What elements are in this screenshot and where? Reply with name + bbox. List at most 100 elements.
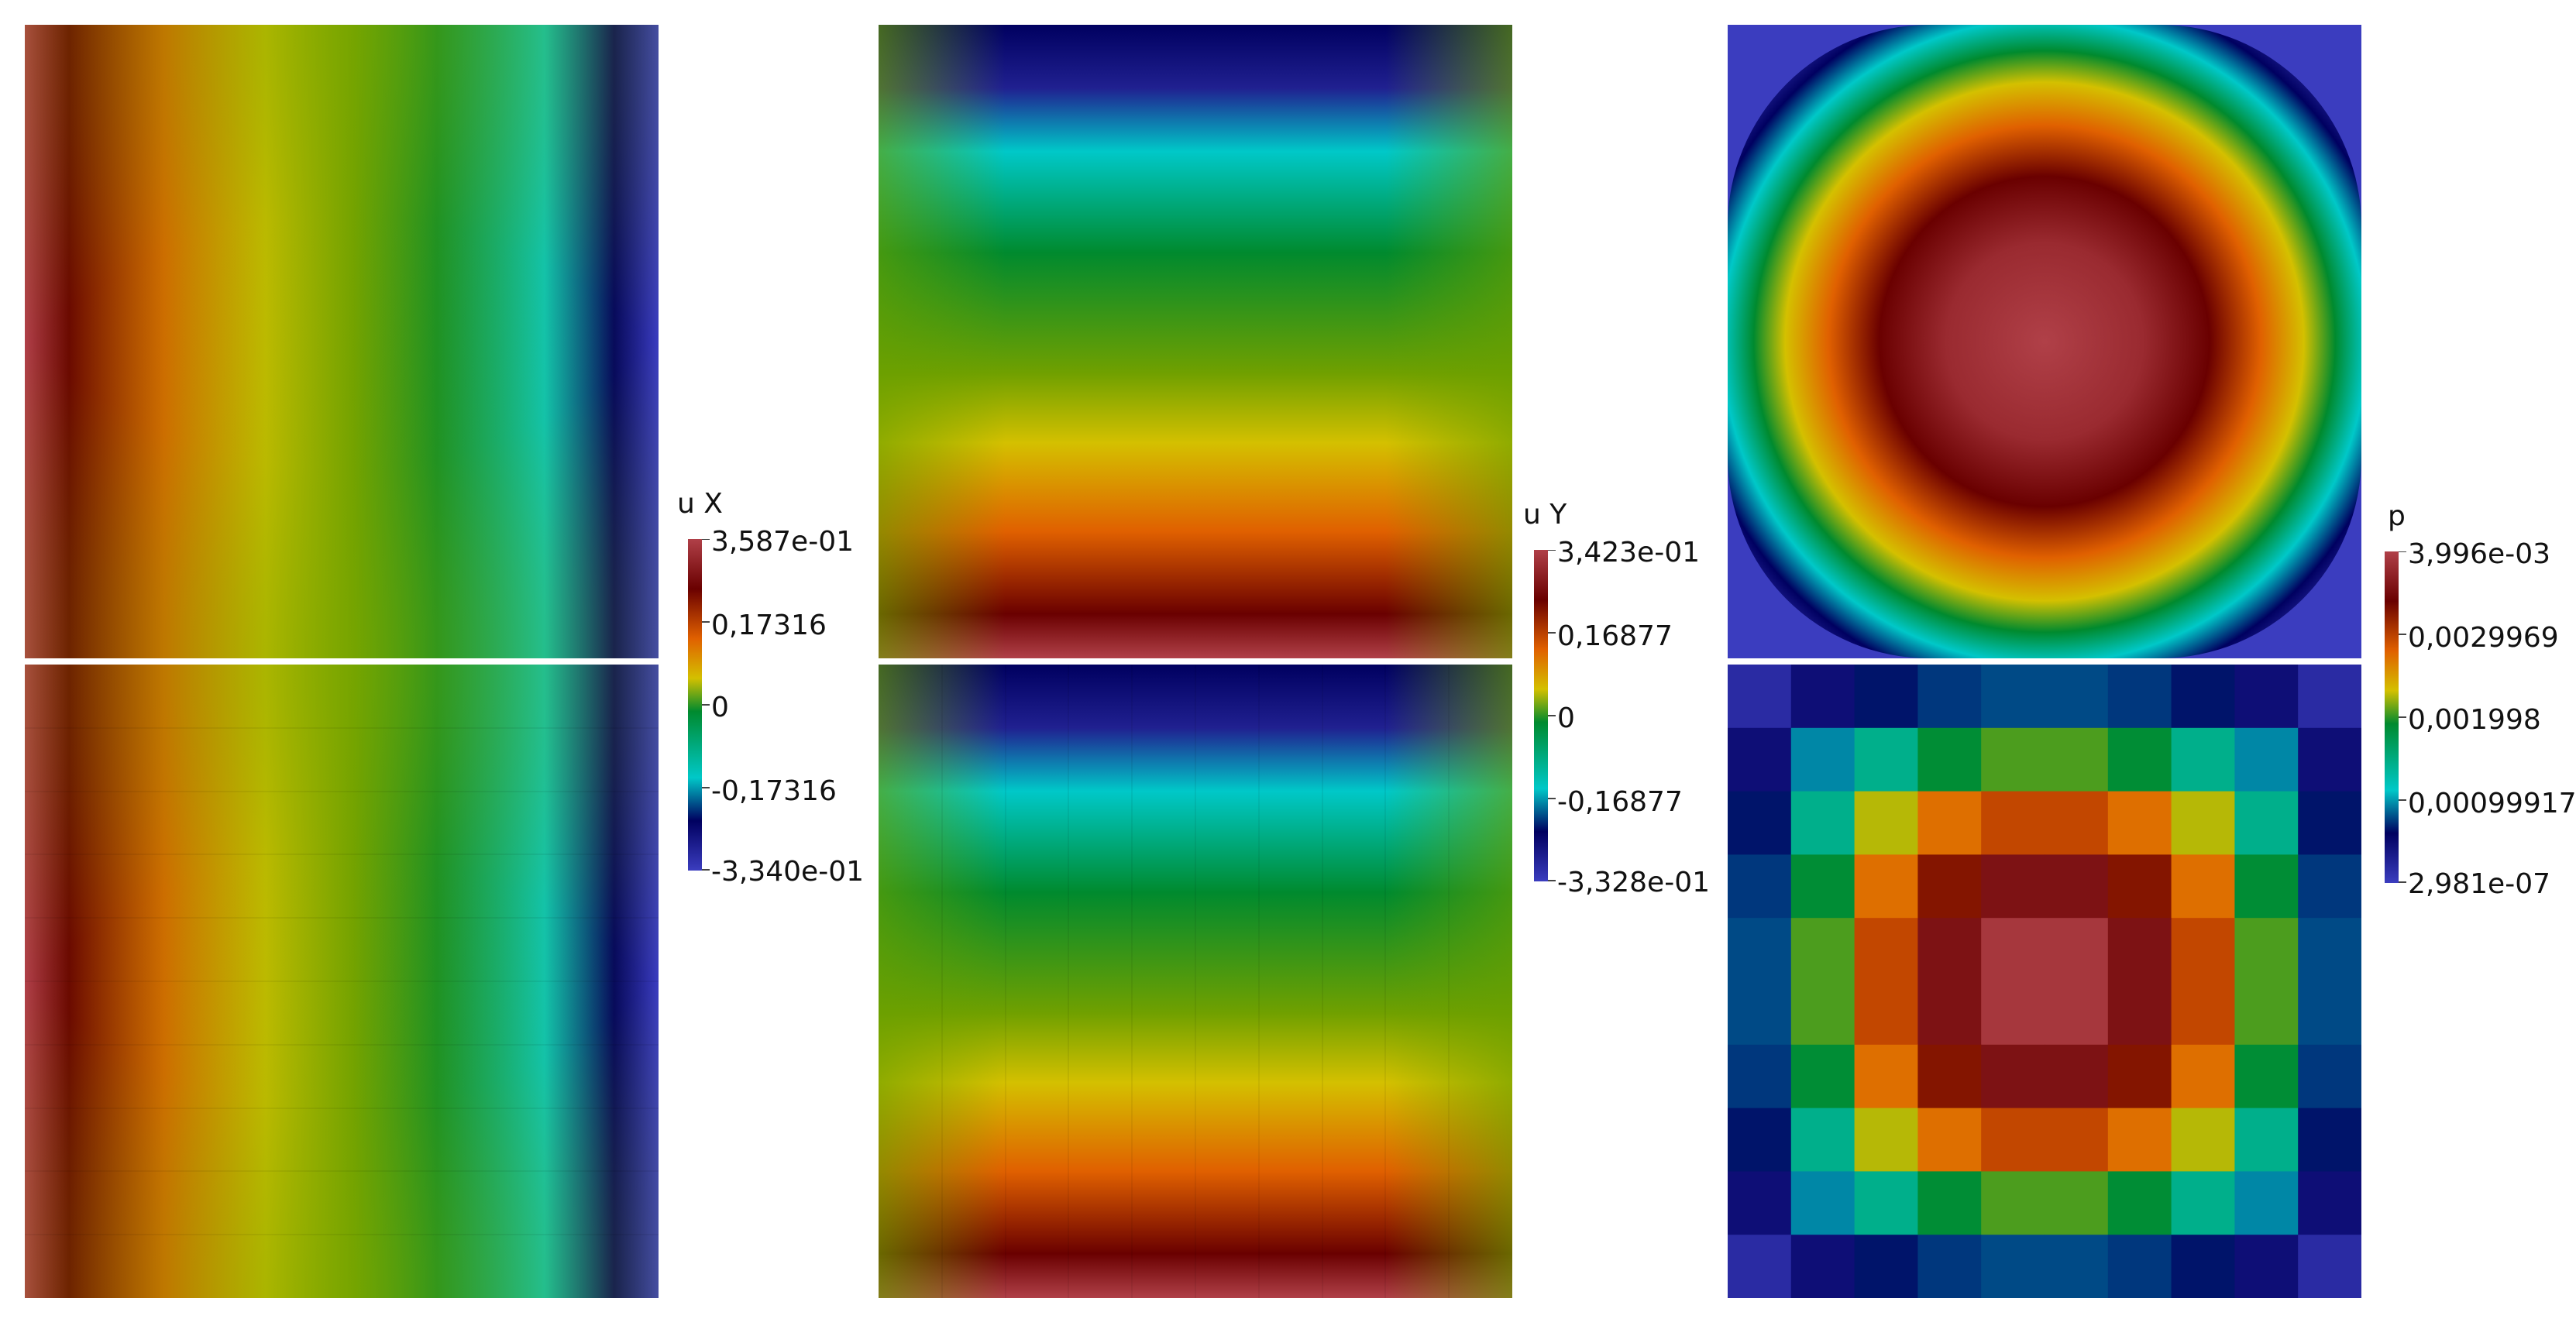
p-grid-cell	[2234, 854, 2299, 919]
p-grid-cell	[1728, 981, 1792, 1046]
p-grid-cell	[2045, 854, 2109, 919]
p-grid-cell	[2107, 918, 2172, 982]
p-grid-cell	[1981, 918, 2045, 982]
p-colorbar-label-3: 0,001998	[2408, 704, 2541, 736]
p-colorbar: p 3,996e-03 0,0029969 0,001998 0,0009991…	[2372, 500, 2576, 898]
p-grid-cell	[2298, 1044, 2361, 1109]
p-bottom-cell-grid	[1728, 665, 2361, 1298]
p-grid-cell	[2298, 854, 2361, 919]
uy-colorbar-label-4: -0,16877	[1557, 786, 1683, 818]
p-grid-cell	[1917, 665, 1982, 729]
p-grid-cell	[2045, 727, 2109, 792]
p-grid-cell	[2107, 791, 2172, 855]
ux-colorbar-label-4: -0,17316	[711, 775, 837, 807]
p-grid-cell	[1917, 1171, 1982, 1235]
p-grid-cell	[1981, 854, 2045, 919]
p-grid-cell	[1917, 981, 1982, 1046]
uy-colorbar-label-3: 0	[1557, 702, 1575, 734]
ux-bottom-field	[25, 665, 659, 1298]
p-bottom-panel	[1728, 665, 2361, 1298]
p-grid-cell	[1790, 791, 1855, 855]
p-grid-cell	[2171, 727, 2235, 792]
p-grid-cell	[1981, 1108, 2045, 1172]
ux-colorbar-bar	[688, 539, 710, 871]
ux-top-field	[25, 25, 659, 658]
p-grid-cell	[2234, 727, 2299, 792]
p-grid-cell	[1854, 854, 1918, 919]
uy-colorbar-label-2: 0,16877	[1557, 620, 1673, 652]
p-grid-cell	[1728, 791, 1792, 855]
p-grid-cell	[1854, 665, 1918, 729]
p-grid-cell	[1728, 727, 1792, 792]
p-grid-cell	[2171, 1044, 2235, 1109]
p-colorbar-label-max: 3,996e-03	[2408, 538, 2551, 570]
p-grid-cell	[1728, 918, 1792, 982]
p-grid-cell	[2045, 1171, 2109, 1235]
p-grid-cell	[2171, 1108, 2235, 1172]
p-grid-cell	[2234, 1171, 2299, 1235]
ux-top-panel	[25, 25, 659, 658]
p-grid-cell	[1728, 665, 1792, 729]
p-grid-cell	[1728, 854, 1792, 919]
p-grid-cell	[1917, 1044, 1982, 1109]
p-grid-cell	[2234, 1044, 2299, 1109]
p-grid-cell	[1790, 727, 1855, 792]
uy-top-field	[879, 25, 1512, 658]
p-grid-cell	[2234, 1108, 2299, 1172]
p-grid-cell	[1854, 791, 1918, 855]
p-grid-cell	[1790, 1044, 1855, 1109]
p-grid-cell	[1854, 918, 1918, 982]
p-colorbar-title: p	[2388, 500, 2406, 532]
p-grid-cell	[2234, 791, 2299, 855]
p-grid-cell	[1790, 665, 1855, 729]
p-grid-cell	[2107, 1171, 2172, 1235]
p-grid-cell	[2298, 918, 2361, 982]
p-grid-cell	[2107, 1235, 2172, 1298]
p-grid-cell	[2045, 981, 2109, 1046]
p-grid-cell	[1917, 1235, 1982, 1298]
p-grid-cell	[2298, 665, 2361, 729]
ux-colorbar-label-3: 0	[711, 692, 729, 723]
p-grid-cell	[1728, 1044, 1792, 1109]
p-grid-cell	[1854, 981, 1918, 1046]
p-grid-cell	[2107, 1044, 2172, 1109]
p-grid-cell	[2298, 1171, 2361, 1235]
p-grid-cell	[1981, 1235, 2045, 1298]
p-grid-cell	[1854, 1171, 1918, 1235]
uy-colorbar-label-min: -3,328e-01	[1557, 867, 1710, 898]
p-grid-cell	[2234, 918, 2299, 982]
p-grid-cell	[1917, 791, 1982, 855]
p-grid-cell	[1728, 1108, 1792, 1172]
ux-colorbar-label-2: 0,17316	[711, 610, 827, 641]
p-grid-cell	[2298, 1235, 2361, 1298]
p-grid-cell	[2171, 918, 2235, 982]
uy-colorbar-title: u Y	[1523, 499, 1567, 531]
uy-colorbar-label-max: 3,423e-01	[1557, 537, 1701, 568]
p-grid-cell	[1917, 727, 1982, 792]
uy-bottom-field	[879, 665, 1512, 1298]
p-grid-cell	[2171, 1171, 2235, 1235]
p-grid-cell	[1981, 1044, 2045, 1109]
p-grid-cell	[2107, 981, 2172, 1046]
p-grid-cell	[1790, 918, 1855, 982]
p-grid-cell	[2171, 981, 2235, 1046]
p-grid-cell	[2171, 1235, 2235, 1298]
p-grid-cell	[2234, 1235, 2299, 1298]
p-grid-cell	[1854, 1044, 1918, 1109]
p-grid-cell	[2045, 665, 2109, 729]
p-grid-cell	[1981, 665, 2045, 729]
p-grid-cell	[1981, 981, 2045, 1046]
p-grid-cell	[1790, 1171, 1855, 1235]
p-colorbar-label-min: 2,981e-07	[2408, 868, 2551, 900]
p-grid-cell	[1790, 981, 1855, 1046]
p-grid-cell	[1790, 1235, 1855, 1298]
p-grid-cell	[1790, 1108, 1855, 1172]
p-grid-cell	[1854, 727, 1918, 792]
uy-top-panel	[879, 25, 1512, 658]
p-top-panel	[1728, 25, 2361, 658]
p-grid-cell	[2107, 727, 2172, 792]
p-grid-cell	[2298, 1108, 2361, 1172]
ux-colorbar-label-min: -3,340e-01	[711, 856, 864, 888]
p-top-field	[1728, 25, 2361, 658]
p-grid-cell	[2045, 1108, 2109, 1172]
